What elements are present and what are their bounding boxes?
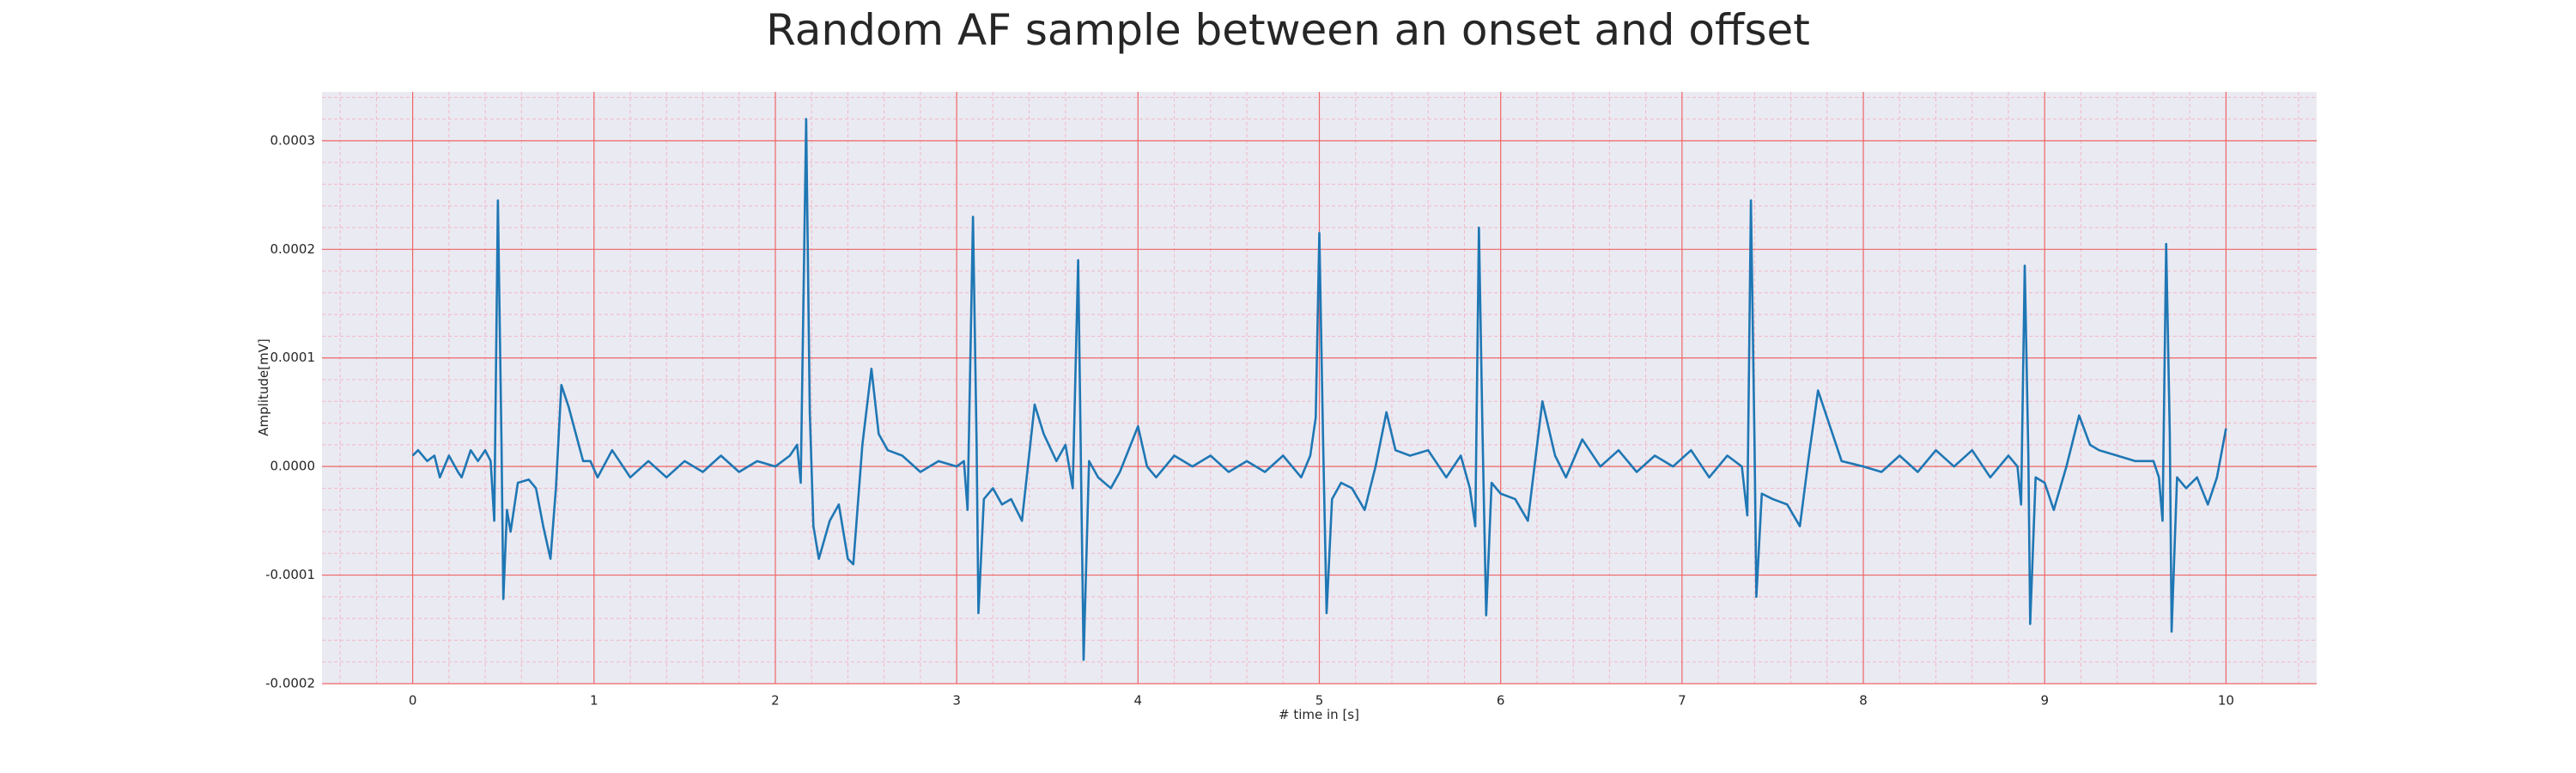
y-tick-label: -0.0001 xyxy=(265,567,315,582)
x-tick-label: 0 xyxy=(409,693,417,709)
minor-grid xyxy=(322,92,2317,684)
x-tick-label: 5 xyxy=(1315,693,1324,709)
y-axis-label: Amplitude[mV] xyxy=(256,338,271,435)
x-tick-label: 1 xyxy=(590,693,598,709)
chart-title: Random AF sample between an onset and of… xyxy=(766,5,1810,55)
x-tick-label: 6 xyxy=(1497,693,1505,709)
y-tick-label: 0.0001 xyxy=(270,350,316,365)
x-tick-label: 4 xyxy=(1134,693,1143,709)
x-axis-label: # time in [s] xyxy=(1279,707,1359,722)
y-tick-label: 0.0002 xyxy=(270,241,316,257)
x-tick-label: 9 xyxy=(2040,693,2049,709)
x-tick-label: 8 xyxy=(1859,693,1868,709)
x-tick-label: 10 xyxy=(2218,693,2234,709)
series-layer xyxy=(411,118,2227,661)
x-tick-label: 7 xyxy=(1678,693,1686,709)
y-tick-label: -0.0002 xyxy=(265,676,315,691)
x-tick-label: 3 xyxy=(952,693,961,709)
y-tick-label: 0.0000 xyxy=(270,459,316,474)
tick-labels: 0 1 2 3 4 5 6 7 8 9 10 -0.0002 -0.0001 0.0000 0.0001 0.… xyxy=(265,132,2234,708)
signal-line xyxy=(411,118,2227,661)
y-tick-label: 0.0003 xyxy=(270,132,316,148)
x-tick-label: 2 xyxy=(771,693,780,709)
